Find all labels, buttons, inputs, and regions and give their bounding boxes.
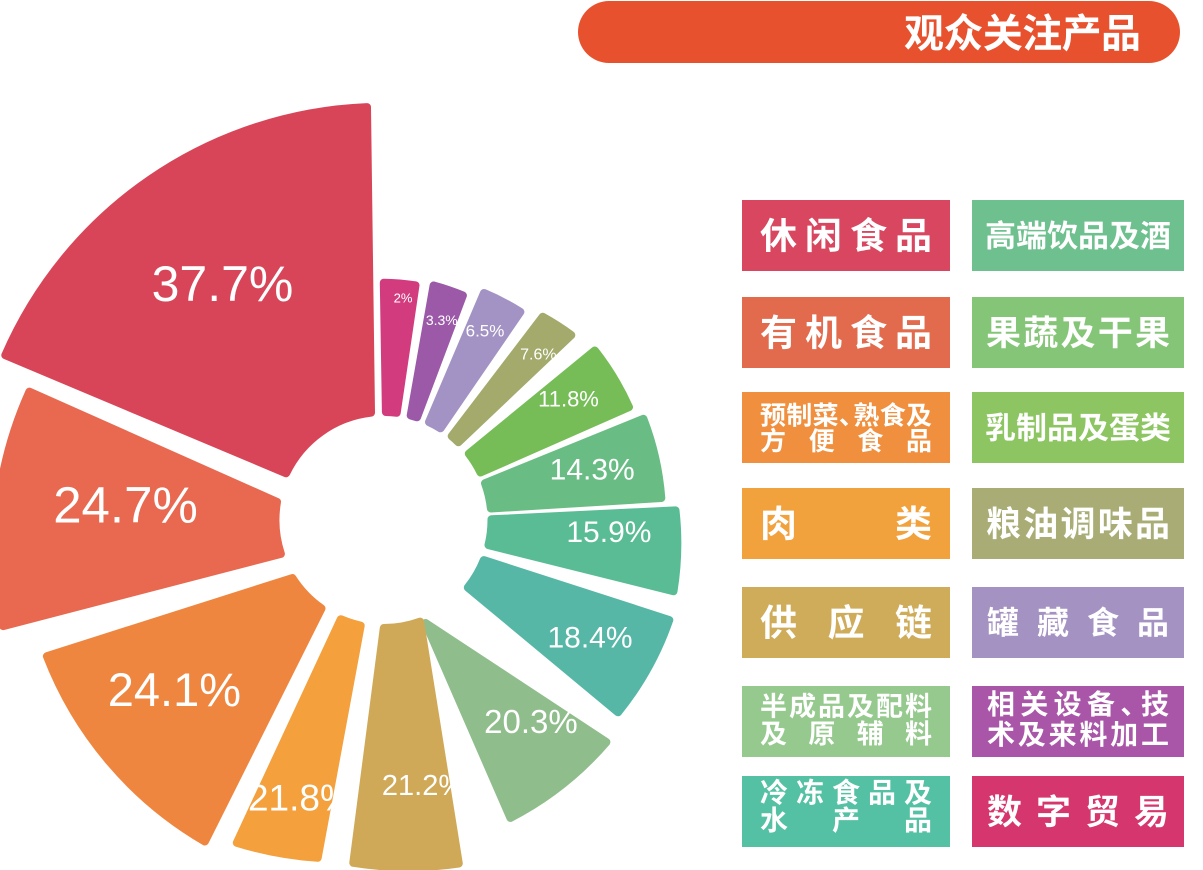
svg-text:6.5%: 6.5% (466, 322, 505, 341)
svg-text:18.4%: 18.4% (547, 622, 632, 655)
svg-text:21.2%: 21.2% (382, 770, 464, 802)
svg-text:11.8%: 11.8% (538, 386, 599, 411)
svg-text:24.7%: 24.7% (53, 477, 198, 534)
svg-text:20.3%: 20.3% (484, 703, 578, 740)
svg-text:7.6%: 7.6% (520, 347, 556, 364)
svg-text:37.7%: 37.7% (152, 256, 294, 312)
svg-text:24.1%: 24.1% (108, 663, 241, 716)
svg-text:3.3%: 3.3% (426, 312, 458, 328)
svg-text:14.3%: 14.3% (550, 454, 635, 487)
svg-text:2%: 2% (394, 291, 413, 306)
svg-text:15.9%: 15.9% (566, 516, 651, 549)
svg-text:21.8%: 21.8% (248, 778, 353, 819)
